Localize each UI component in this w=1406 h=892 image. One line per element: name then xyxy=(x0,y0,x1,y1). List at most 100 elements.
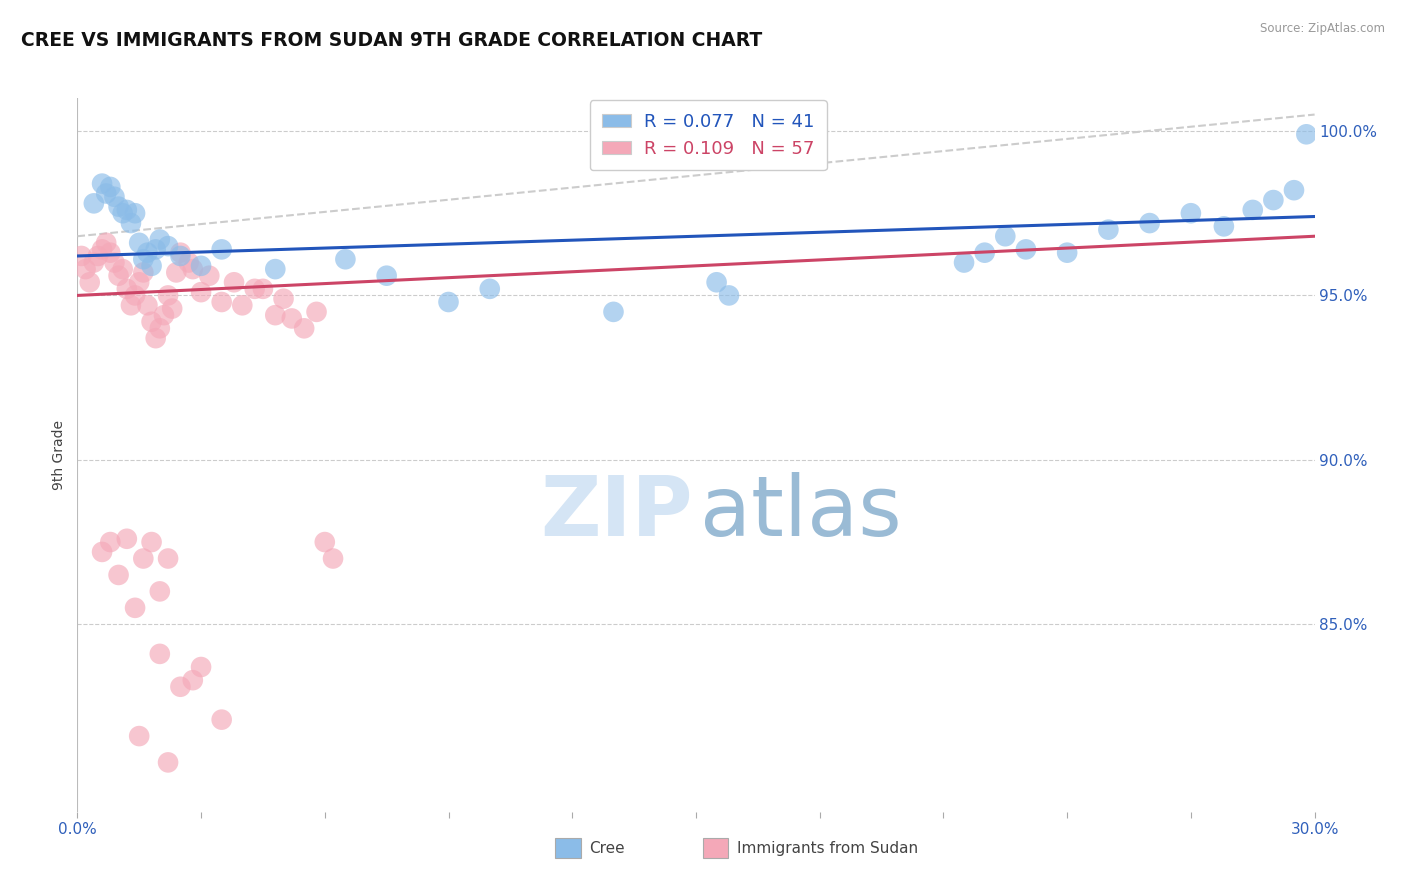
Point xyxy=(98,180,121,194)
Point xyxy=(973,245,995,260)
Point xyxy=(157,239,180,253)
Point xyxy=(292,321,315,335)
Point xyxy=(190,259,212,273)
Point xyxy=(145,331,167,345)
Point xyxy=(169,680,191,694)
Point xyxy=(211,713,233,727)
Point xyxy=(107,568,129,582)
Point xyxy=(1180,206,1202,220)
Point xyxy=(96,186,118,201)
Point xyxy=(231,298,253,312)
Text: CREE VS IMMIGRANTS FROM SUDAN 9TH GRADE CORRELATION CHART: CREE VS IMMIGRANTS FROM SUDAN 9TH GRADE … xyxy=(21,31,762,50)
Point xyxy=(120,298,142,312)
Point xyxy=(141,535,163,549)
Point xyxy=(160,301,183,316)
Point xyxy=(120,216,142,230)
Point xyxy=(132,252,155,267)
Point xyxy=(98,535,121,549)
Point xyxy=(281,311,304,326)
Point xyxy=(314,535,336,549)
Point xyxy=(211,243,233,257)
Point xyxy=(264,308,287,322)
Point xyxy=(128,275,150,289)
Point xyxy=(243,282,266,296)
Point xyxy=(103,190,125,204)
Point xyxy=(222,275,245,289)
Point xyxy=(157,551,180,566)
Point xyxy=(83,255,105,269)
Point xyxy=(198,268,221,283)
Point xyxy=(211,295,233,310)
Point xyxy=(103,255,125,269)
Point xyxy=(98,245,121,260)
Point xyxy=(157,288,180,302)
Point xyxy=(107,200,129,214)
Point xyxy=(79,275,101,289)
Point xyxy=(181,262,204,277)
Point xyxy=(165,265,187,279)
Point xyxy=(124,288,146,302)
Point xyxy=(132,265,155,279)
Point xyxy=(83,196,105,211)
Point xyxy=(111,206,134,220)
Point xyxy=(177,255,200,269)
Point xyxy=(115,282,138,296)
Point xyxy=(1241,202,1264,217)
Point xyxy=(953,255,976,269)
Point xyxy=(141,259,163,273)
Legend: R = 0.077   N = 41, R = 0.109   N = 57: R = 0.077 N = 41, R = 0.109 N = 57 xyxy=(589,100,827,170)
Point xyxy=(264,262,287,277)
Point xyxy=(128,235,150,250)
Point xyxy=(124,206,146,220)
Point xyxy=(115,532,138,546)
Point xyxy=(107,268,129,283)
Point xyxy=(994,229,1017,244)
Point xyxy=(91,177,114,191)
Point xyxy=(149,647,172,661)
Point xyxy=(169,245,191,260)
Point xyxy=(132,551,155,566)
Point xyxy=(169,249,191,263)
Point xyxy=(149,321,172,335)
Point xyxy=(136,298,159,312)
Point xyxy=(115,202,138,217)
Point xyxy=(181,673,204,688)
Point xyxy=(87,249,110,263)
Point xyxy=(273,292,295,306)
Point xyxy=(149,584,172,599)
Point xyxy=(1282,183,1305,197)
Point xyxy=(1056,245,1078,260)
Point xyxy=(145,243,167,257)
Point xyxy=(128,729,150,743)
Point xyxy=(70,249,93,263)
Point xyxy=(149,233,172,247)
Point xyxy=(602,305,624,319)
Point xyxy=(1212,219,1234,234)
Point xyxy=(75,262,97,277)
Point xyxy=(706,275,728,289)
Point xyxy=(1263,193,1285,207)
Point xyxy=(1139,216,1161,230)
Point xyxy=(437,295,460,310)
Point xyxy=(305,305,328,319)
Point xyxy=(91,243,114,257)
Y-axis label: 9th Grade: 9th Grade xyxy=(52,420,66,490)
Point xyxy=(478,282,501,296)
Text: Source: ZipAtlas.com: Source: ZipAtlas.com xyxy=(1260,22,1385,36)
Point xyxy=(136,245,159,260)
Text: Immigrants from Sudan: Immigrants from Sudan xyxy=(737,841,918,855)
Point xyxy=(190,285,212,300)
Text: ZIP: ZIP xyxy=(540,472,692,552)
Point xyxy=(153,308,176,322)
Point xyxy=(1097,222,1119,236)
Text: Cree: Cree xyxy=(589,841,624,855)
Point xyxy=(190,660,212,674)
Point xyxy=(96,235,118,250)
Point xyxy=(322,551,344,566)
Point xyxy=(717,288,740,302)
Point xyxy=(91,545,114,559)
Text: atlas: atlas xyxy=(700,472,901,552)
Point xyxy=(335,252,357,267)
Point xyxy=(252,282,274,296)
Point xyxy=(375,268,398,283)
